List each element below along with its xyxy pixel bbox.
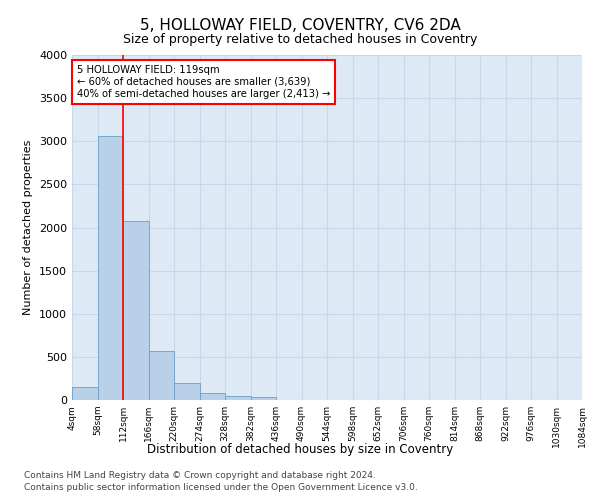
Bar <box>123 220 149 400</box>
Bar <box>174 383 199 400</box>
Bar <box>225 396 251 400</box>
Bar <box>97 136 123 400</box>
Bar <box>149 351 174 400</box>
Bar <box>72 387 97 400</box>
Text: Size of property relative to detached houses in Coventry: Size of property relative to detached ho… <box>123 32 477 46</box>
Text: 5, HOLLOWAY FIELD, COVENTRY, CV6 2DA: 5, HOLLOWAY FIELD, COVENTRY, CV6 2DA <box>140 18 460 32</box>
Y-axis label: Number of detached properties: Number of detached properties <box>23 140 34 315</box>
Text: 5 HOLLOWAY FIELD: 119sqm
← 60% of detached houses are smaller (3,639)
40% of sem: 5 HOLLOWAY FIELD: 119sqm ← 60% of detach… <box>77 66 331 98</box>
Text: Contains public sector information licensed under the Open Government Licence v3: Contains public sector information licen… <box>24 483 418 492</box>
Bar <box>199 393 225 400</box>
Bar <box>251 396 276 400</box>
Text: Contains HM Land Registry data © Crown copyright and database right 2024.: Contains HM Land Registry data © Crown c… <box>24 470 376 480</box>
Text: Distribution of detached houses by size in Coventry: Distribution of detached houses by size … <box>147 442 453 456</box>
